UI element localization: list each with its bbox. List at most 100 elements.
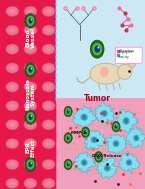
Ellipse shape — [9, 28, 16, 33]
Ellipse shape — [45, 9, 52, 14]
Polygon shape — [83, 130, 106, 151]
Circle shape — [67, 109, 70, 114]
Polygon shape — [105, 134, 128, 154]
Circle shape — [97, 46, 99, 49]
Polygon shape — [72, 152, 96, 173]
Ellipse shape — [24, 101, 37, 111]
Ellipse shape — [27, 28, 34, 33]
Circle shape — [28, 162, 33, 167]
Ellipse shape — [6, 82, 19, 92]
Ellipse shape — [9, 47, 16, 51]
Ellipse shape — [45, 28, 52, 33]
Text: negligible
toxicity: negligible toxicity — [119, 50, 134, 59]
Circle shape — [28, 67, 33, 73]
Circle shape — [96, 153, 101, 161]
Ellipse shape — [45, 162, 52, 167]
Circle shape — [25, 110, 36, 124]
Ellipse shape — [45, 66, 52, 70]
Circle shape — [31, 162, 32, 164]
Circle shape — [94, 46, 100, 53]
Circle shape — [124, 118, 128, 124]
Circle shape — [31, 19, 32, 20]
Text: Tumor: Tumor — [84, 94, 111, 103]
Ellipse shape — [24, 63, 37, 73]
Text: MMP-2: MMP-2 — [71, 131, 87, 135]
Circle shape — [84, 130, 87, 134]
Ellipse shape — [9, 85, 16, 89]
Circle shape — [114, 141, 118, 146]
Circle shape — [97, 155, 100, 159]
Ellipse shape — [91, 137, 97, 143]
Circle shape — [127, 160, 131, 165]
Circle shape — [68, 136, 69, 138]
Text: Blood
Vessel: Blood Vessel — [25, 27, 36, 48]
Polygon shape — [94, 101, 115, 125]
Polygon shape — [115, 109, 139, 134]
Ellipse shape — [81, 114, 87, 120]
Circle shape — [128, 59, 136, 68]
Ellipse shape — [42, 6, 55, 17]
Text: DOX Release: DOX Release — [92, 154, 121, 158]
Ellipse shape — [42, 159, 55, 170]
Circle shape — [65, 108, 71, 115]
Text: efficacious: efficacious — [119, 49, 135, 53]
Circle shape — [112, 121, 120, 132]
Circle shape — [31, 115, 32, 117]
Ellipse shape — [6, 119, 19, 130]
Ellipse shape — [24, 138, 37, 149]
FancyBboxPatch shape — [115, 47, 142, 63]
Ellipse shape — [27, 9, 34, 14]
Ellipse shape — [104, 165, 110, 171]
Ellipse shape — [27, 181, 34, 186]
Circle shape — [103, 111, 106, 116]
Circle shape — [64, 133, 72, 143]
Ellipse shape — [45, 47, 52, 51]
Ellipse shape — [45, 141, 52, 146]
Ellipse shape — [42, 82, 55, 92]
Ellipse shape — [42, 101, 55, 111]
Ellipse shape — [123, 118, 129, 124]
Ellipse shape — [24, 6, 37, 17]
Ellipse shape — [42, 44, 55, 54]
Ellipse shape — [9, 104, 16, 108]
Text: EPR
Effect: EPR Effect — [25, 138, 36, 157]
Ellipse shape — [27, 141, 34, 146]
Ellipse shape — [42, 25, 55, 36]
Ellipse shape — [24, 44, 37, 54]
Ellipse shape — [133, 135, 139, 141]
Circle shape — [81, 127, 90, 138]
Circle shape — [25, 157, 36, 172]
Circle shape — [106, 166, 109, 170]
Circle shape — [28, 18, 33, 24]
Ellipse shape — [6, 44, 19, 54]
Ellipse shape — [24, 82, 37, 92]
Circle shape — [25, 14, 36, 28]
Ellipse shape — [6, 63, 19, 73]
Polygon shape — [72, 105, 97, 128]
Circle shape — [135, 136, 138, 140]
Ellipse shape — [27, 162, 34, 167]
Circle shape — [67, 136, 70, 140]
Ellipse shape — [6, 101, 19, 111]
Circle shape — [65, 134, 71, 142]
Circle shape — [114, 125, 118, 129]
Circle shape — [86, 131, 87, 132]
Circle shape — [95, 152, 103, 162]
Circle shape — [93, 138, 96, 142]
Ellipse shape — [27, 104, 34, 108]
Ellipse shape — [6, 159, 19, 170]
FancyBboxPatch shape — [57, 98, 145, 189]
Ellipse shape — [117, 64, 132, 79]
Circle shape — [82, 160, 86, 165]
Circle shape — [27, 112, 34, 122]
Ellipse shape — [45, 122, 52, 127]
Ellipse shape — [9, 9, 16, 14]
Ellipse shape — [45, 85, 52, 89]
Ellipse shape — [6, 6, 19, 17]
Ellipse shape — [90, 63, 122, 84]
Ellipse shape — [42, 138, 55, 149]
Circle shape — [113, 123, 119, 130]
Ellipse shape — [24, 159, 37, 170]
Ellipse shape — [101, 110, 107, 116]
Circle shape — [27, 159, 34, 170]
